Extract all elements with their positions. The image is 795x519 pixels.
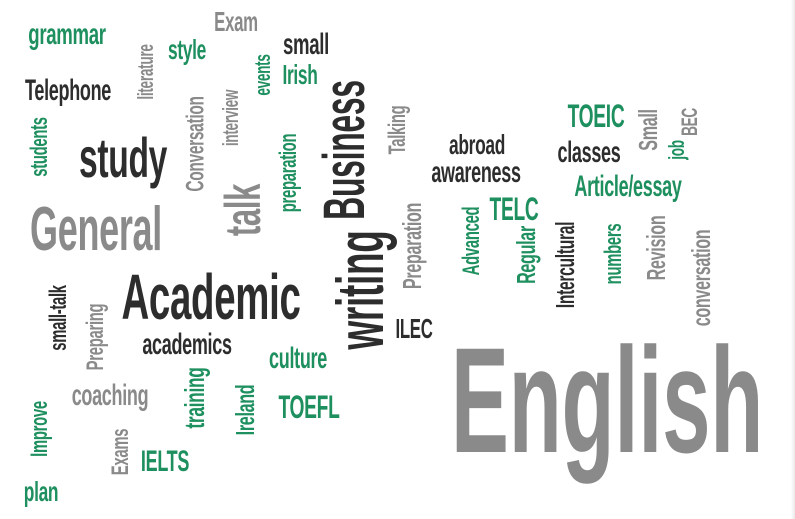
word-training: training (179, 367, 210, 429)
word-job: job (664, 140, 689, 160)
word-literature: literature (133, 44, 158, 100)
word-revision: Revision (641, 215, 671, 281)
word-abroad: abroad (448, 129, 506, 160)
word-bec: BEC (677, 108, 702, 136)
word-improve: Improve (26, 401, 53, 457)
word-toefl: TOEFL (278, 389, 340, 425)
word-business: Business (312, 80, 377, 220)
word-study: study (78, 126, 168, 189)
word-awareness: awareness (431, 156, 521, 189)
word-academic: Academic (121, 261, 301, 333)
right-edge-shadow (791, 0, 795, 519)
word-students: students (26, 117, 53, 177)
word-exams: Exams (107, 428, 134, 476)
word-events: events (250, 54, 275, 96)
word-ielts: IELTS (140, 445, 190, 478)
word-ireland: Ireland (230, 384, 260, 436)
word-advanced: Advanced (458, 206, 485, 276)
word-regular: Regular (511, 226, 541, 284)
word-small-talk: small-talk (45, 285, 72, 351)
word-numbers: numbers (600, 223, 627, 285)
word-talk: talk (215, 183, 271, 237)
word-interview: interview (218, 89, 243, 147)
word-conversation: Conversation (181, 96, 210, 192)
word-general: General (30, 195, 162, 264)
word-conversation-2: conversation (686, 229, 716, 327)
word-exam: Exam (214, 6, 258, 37)
word-english: English (450, 316, 764, 484)
word-small-2: Small (633, 109, 663, 151)
word-grammar: grammar (28, 18, 106, 51)
word-intercultural: Intercultural (550, 221, 580, 309)
word-academics: academics (142, 328, 232, 361)
word-telc: TELC (489, 191, 539, 227)
word-talking: Talking (384, 105, 411, 155)
word-coaching: coaching (71, 379, 149, 412)
word-style: style (167, 34, 207, 65)
word-small: small (282, 28, 330, 61)
word-toeic: TOEIC (567, 98, 625, 134)
word-telephone: Telephone (25, 74, 111, 107)
word-preparation-2: Preparation (397, 202, 427, 290)
word-article-essay: Article/essay (574, 170, 682, 203)
word-plan: plan (23, 476, 59, 507)
word-writing: writing (323, 230, 397, 350)
word-preparing: Preparing (82, 303, 109, 371)
word-preparation: preparation (275, 133, 302, 213)
word-ilec: ILEC (395, 313, 433, 344)
word-culture: culture (269, 342, 327, 375)
word-classes: classes (557, 136, 621, 169)
word-irish: Irish (282, 59, 318, 90)
